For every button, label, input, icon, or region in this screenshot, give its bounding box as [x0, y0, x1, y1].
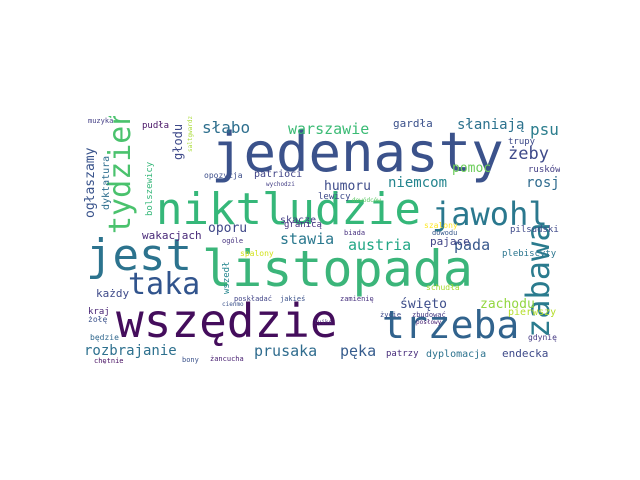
word-prusaka: prusaka — [254, 342, 318, 360]
word-poslowy: posłowy — [416, 319, 442, 326]
word-opozycja: opozycja — [204, 171, 243, 180]
word-dowodcow: dowódców — [352, 197, 381, 204]
word-kraj: kraj — [88, 307, 110, 317]
word-oporu: oporu — [208, 221, 248, 236]
word-zamienie: zamienię — [340, 295, 374, 303]
word-pilsudski: pilsudski — [510, 225, 559, 235]
word-niktludzie: niktludzie — [156, 184, 421, 235]
word-gdynie: gdynię — [528, 333, 557, 342]
word-humoru: humoru — [324, 179, 371, 194]
word-wszedzie: wszędzie — [116, 294, 338, 348]
word-wakacjach: wakacjach — [142, 229, 202, 242]
word-taka: taka — [128, 267, 201, 302]
word-pomoc: pomoc — [452, 161, 492, 176]
word-peka: pęka — [340, 342, 377, 360]
word-dowodu: dowodu — [432, 229, 458, 237]
word-endecka: endecka — [502, 347, 549, 360]
word-slabo: słabo — [202, 118, 251, 137]
word-cloud: jedenasty listopada wszędzie niktludzie … — [80, 116, 560, 364]
word-zabawa: zabawa — [519, 222, 557, 338]
word-plebiscyty: plebiscyty — [502, 249, 557, 259]
word-wszedl: wszedł — [222, 261, 232, 294]
word-kazdy: każdy — [96, 287, 130, 300]
word-warszawie: warszawie — [288, 120, 370, 138]
word-granica: granicą — [284, 220, 322, 230]
word-spalony: spalony — [240, 249, 274, 258]
word-gardla: gardła — [393, 117, 433, 130]
word-tyiko: tyiko — [314, 319, 333, 326]
word-cienmo: cienmo — [222, 301, 244, 308]
word-zachodu: zachodu — [480, 297, 535, 312]
word-bony: bony — [182, 356, 199, 364]
word-zbudowac: zbudować — [412, 311, 446, 319]
word-jedenasty: jedenasty — [211, 121, 504, 184]
word-pudla: pudła — [142, 121, 170, 131]
word-listopada: listopada — [202, 240, 473, 298]
word-lewicy: lewicy — [318, 192, 351, 202]
word-patrzy: patrzy — [386, 349, 419, 359]
word-swieto: święto — [400, 297, 447, 312]
word-jest: jest — [86, 230, 192, 281]
word-bedzie: będzie — [90, 333, 119, 342]
word-saltgwardzie: saltgwardzie — [187, 116, 194, 152]
word-jakies: jakieś — [280, 295, 306, 303]
word-trzeba: trzeba — [382, 303, 520, 347]
word-pada: pada — [454, 236, 491, 254]
word-schudla: schudła — [426, 283, 460, 292]
word-zole: żołę — [88, 315, 108, 324]
word-ruskow: rusków — [528, 165, 560, 175]
word-szalony: szalony — [424, 221, 458, 230]
word-chetnie: chętnie — [94, 357, 124, 365]
word-pierwszy: pierwszy — [508, 307, 557, 318]
word-rozbrajanie: rozbrajanie — [84, 343, 177, 359]
word-skacze: skacze — [280, 215, 317, 226]
word-bolszewicy: bolszewicy — [145, 161, 155, 216]
word-slaniaja: słaniają — [457, 117, 525, 133]
word-stawia: stawia — [280, 230, 335, 248]
word-ogole: ogóle — [222, 237, 244, 245]
word-zeby: żeby — [508, 144, 549, 164]
word-glodu: głodu — [171, 123, 185, 160]
word-rosja: rosja — [526, 175, 560, 191]
word-patrioci: patrioci — [254, 169, 303, 180]
word-jawohl: jawohl — [432, 195, 548, 233]
word-pajace: pajace — [430, 235, 470, 248]
word-zancucha: żancucha — [210, 355, 244, 363]
word-dyktatura: dyktatura — [101, 155, 112, 210]
word-oglaszamy: ogłaszamy — [83, 147, 98, 218]
word-psuc: psuć — [530, 120, 560, 139]
word-muzyka: muzyka — [88, 117, 114, 125]
word-biada: biada — [344, 229, 366, 237]
word-trupy: trupy — [508, 137, 536, 147]
word-poskladac: poskładać — [234, 295, 272, 303]
word-niemcom: niemcom — [388, 175, 448, 191]
word-wychodzi: wychodzi — [266, 181, 295, 188]
word-austria: austria — [348, 236, 412, 254]
word-zycie: życie — [380, 311, 402, 319]
word-dyplomacja: dyplomacja — [426, 349, 487, 360]
